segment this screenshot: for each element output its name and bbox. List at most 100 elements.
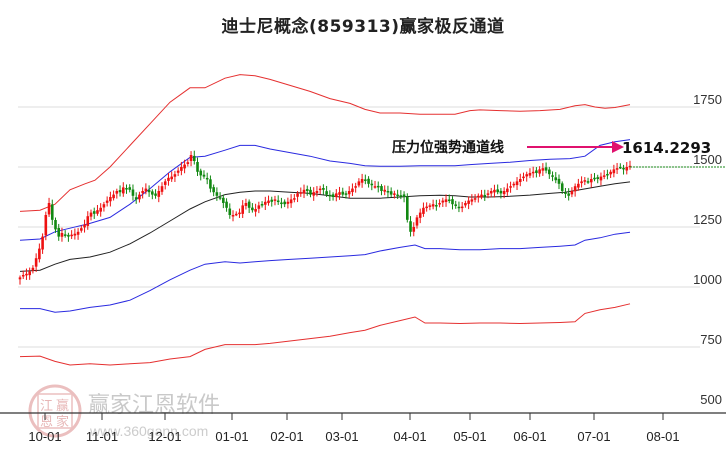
candle [560,183,564,191]
candle [406,196,409,220]
x-tick-label: 08-01 [646,429,679,444]
candle [99,207,102,212]
x-tick-label: 05-01 [453,429,486,444]
candle [267,200,270,204]
candle [141,191,144,194]
candle [299,192,303,194]
candle [444,199,448,203]
watermark-logo-icon [28,384,82,438]
candle [509,186,512,188]
candle [422,207,425,214]
candle [341,191,345,195]
candle [302,189,306,194]
candle [338,192,341,195]
candle [489,191,493,194]
candle [512,183,516,186]
candle [163,181,167,185]
candle [102,204,106,208]
candle [80,228,83,231]
candle [251,207,254,211]
candle [263,201,267,205]
candle [31,267,35,271]
watermark: 江 赢 恩 家 [28,384,82,438]
candle [451,199,454,205]
lower-outer-red-line [19,303,631,366]
candle [289,199,293,204]
candle [557,178,561,184]
arrowhead-icon [612,141,624,153]
candle [241,205,244,214]
watermark-url: www.360gann.com [89,423,208,439]
candle [593,177,596,180]
candle [470,199,474,202]
candle [67,234,70,237]
candle [586,181,590,183]
candle [305,189,309,191]
candle [531,171,535,174]
svg-text:江: 江 [40,399,53,414]
candle [296,193,299,197]
svg-text:恩: 恩 [40,415,53,430]
candle [347,191,351,195]
candle [457,206,461,209]
candle [380,186,383,191]
grid-lines [18,106,700,348]
x-tick-label: 01-01 [215,429,248,444]
candle [270,199,274,202]
candle [373,186,377,188]
candle [147,189,151,193]
candle [160,186,164,192]
candle [57,227,61,237]
candle [286,201,290,204]
candle [477,195,480,198]
candle [499,190,503,194]
candle [144,188,148,192]
candle [215,192,219,196]
candle [25,273,28,276]
x-tick-label: 04-01 [393,429,426,444]
x-tick-label: 07-01 [577,429,610,444]
candle [154,193,157,196]
candle [225,201,228,208]
candle [112,194,115,199]
candle [415,217,419,226]
candle [309,189,312,195]
candle [192,155,196,161]
svg-text:赢: 赢 [56,398,69,414]
candle [596,177,600,179]
candle [409,221,412,232]
candle [435,205,438,207]
candle [467,200,470,204]
x-tick-label: 12-01 [148,429,181,444]
candle [60,233,64,237]
candle [351,188,354,193]
candle [399,195,403,197]
candle [447,199,451,202]
candle [619,166,622,169]
candle [334,193,338,198]
candle [393,193,396,195]
candle [518,179,522,182]
candle [121,187,125,194]
y-tick-label: 1000 [693,272,722,287]
candle [331,194,335,197]
candle [370,183,374,186]
x-tick-label: 11-01 [86,429,118,444]
candle [199,170,203,176]
candle [83,224,86,228]
candle [564,192,567,194]
candle [96,210,99,214]
y-tick-label: 500 [700,392,722,407]
candle [244,203,248,206]
candle [551,175,554,177]
candle [202,174,206,177]
y-axis-labels: 1750 1500 1250 1000 750 500 [693,92,722,407]
candle [218,197,222,199]
candle [428,205,432,207]
candle [528,173,532,176]
y-tick-label: 1750 [693,92,722,107]
candle [464,203,467,206]
x-tick-label: 03-01 [325,429,358,444]
candle [493,189,496,193]
candle [63,234,67,236]
